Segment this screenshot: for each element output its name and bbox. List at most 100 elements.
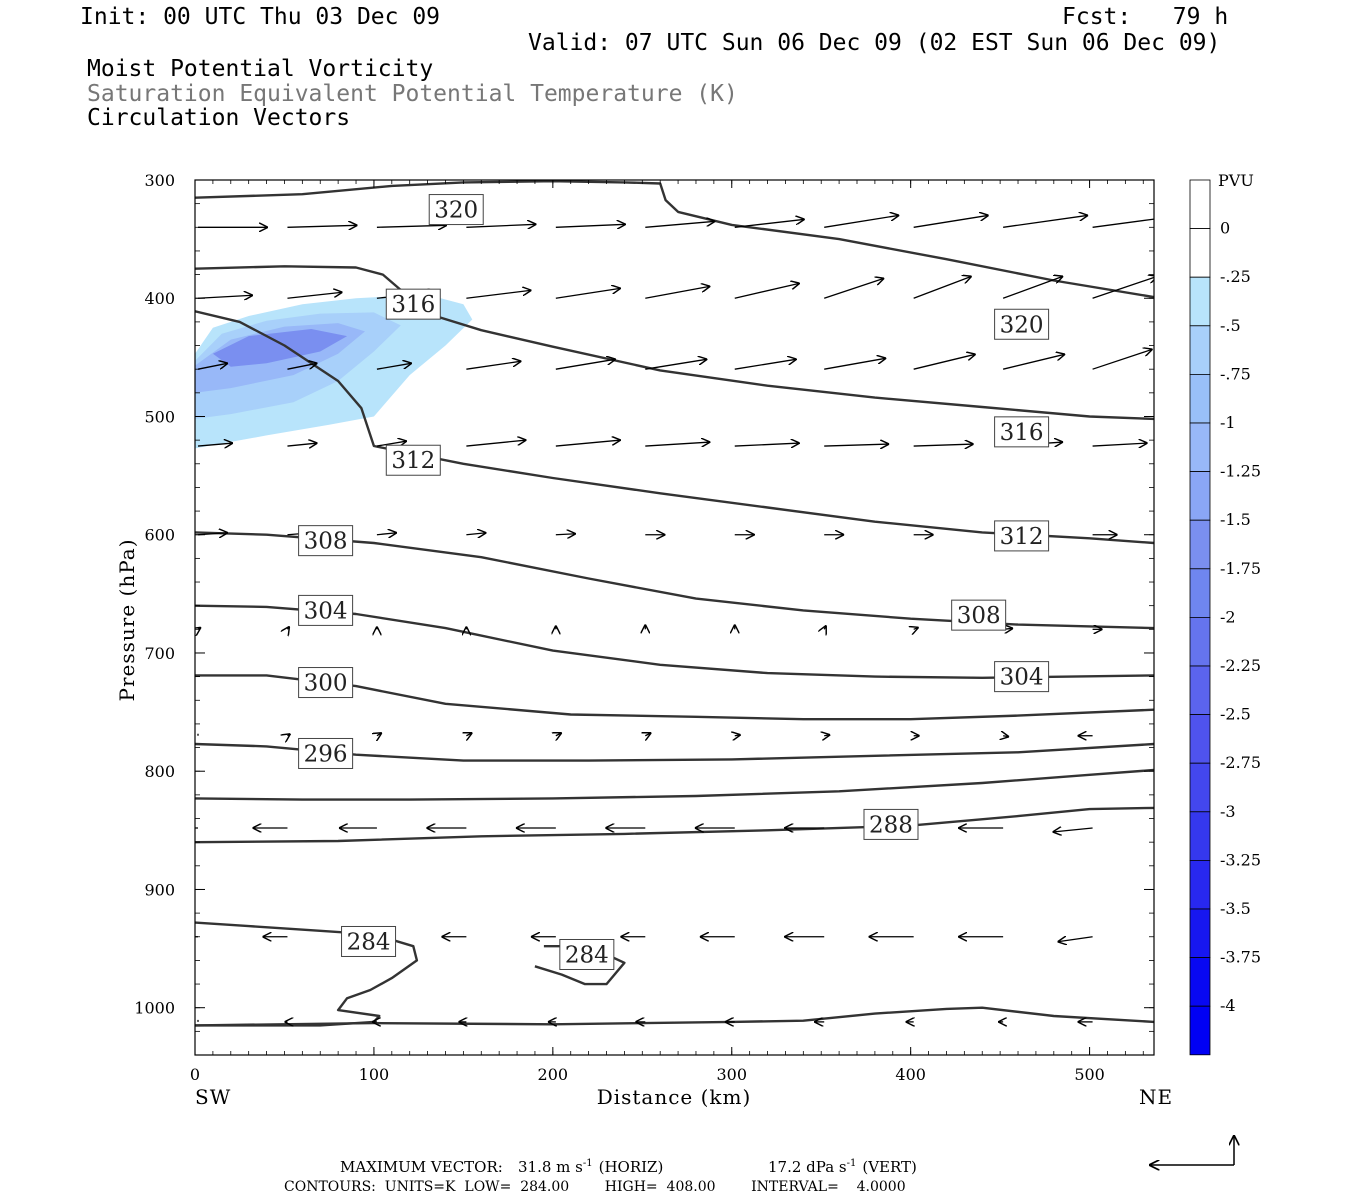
colorbar-label: -4 bbox=[1220, 996, 1236, 1015]
contour-info: CONTOURS: UNITS=K LOW= 284.00 HIGH= 408.… bbox=[284, 1179, 906, 1195]
contour-label-box bbox=[385, 288, 441, 320]
pv-shading bbox=[195, 294, 473, 449]
colorbar-label: -.75 bbox=[1220, 364, 1251, 383]
circulation-vector bbox=[466, 224, 536, 227]
contour-label: 304 bbox=[304, 598, 348, 624]
circulation-vector bbox=[645, 359, 707, 370]
colorbar-segment bbox=[1189, 860, 1211, 910]
plot-frame bbox=[194, 179, 1155, 1056]
field-title-theta-es: Saturation Equivalent Potential Temperat… bbox=[87, 81, 738, 107]
x-tick-label: 200 bbox=[538, 1065, 569, 1084]
y-tick-label: 500 bbox=[144, 407, 175, 426]
circulation-vector bbox=[913, 354, 976, 370]
circulation-vector bbox=[287, 626, 289, 629]
colorbar-segment bbox=[1189, 179, 1211, 229]
contour-label: 316 bbox=[1000, 420, 1044, 446]
colorbar-segment bbox=[1189, 714, 1211, 764]
circulation-vector bbox=[377, 733, 382, 736]
theta-es-contour bbox=[195, 265, 1154, 421]
circulation-vector bbox=[1002, 276, 1063, 299]
horiz-tag: (HORIZ) bbox=[599, 1158, 664, 1176]
y-tick-label: 400 bbox=[144, 289, 175, 308]
y-tick-label: 300 bbox=[144, 171, 175, 190]
colorbar-title: PVU bbox=[1218, 171, 1254, 190]
contour-label-box bbox=[994, 308, 1050, 340]
circulation-vector bbox=[1003, 736, 1009, 737]
contour-label-box bbox=[298, 525, 354, 557]
valid-time: Valid: 07 UTC Sun 06 Dec 09 (02 EST Sun … bbox=[528, 30, 1220, 56]
circulation-vector bbox=[376, 533, 397, 535]
contour-label: 284 bbox=[347, 929, 391, 955]
theta-es-contour bbox=[195, 180, 1154, 299]
x-tick-label: 400 bbox=[895, 1065, 926, 1084]
colorbar-label: -1 bbox=[1220, 413, 1236, 432]
circulation-vector bbox=[1002, 354, 1065, 370]
circulation-vector bbox=[466, 440, 526, 447]
circulation-vector bbox=[824, 625, 826, 629]
x-tick-label: 100 bbox=[359, 1065, 390, 1084]
colorbar-segment bbox=[1189, 908, 1211, 958]
colorbar-label: 0 bbox=[1220, 219, 1230, 238]
circulation-vector bbox=[1092, 276, 1154, 299]
colorbar-segment bbox=[1189, 276, 1211, 327]
circulation-vector bbox=[197, 295, 253, 298]
max-vector-horiz: 31.8 m s-1 (HORIZ) bbox=[518, 1158, 663, 1176]
y-axis-label: Pressure (hPa) bbox=[115, 539, 139, 702]
contour-label-box bbox=[994, 661, 1050, 693]
contour-label-box bbox=[298, 737, 354, 769]
colorbar-label: -3 bbox=[1220, 802, 1236, 821]
max-vector-label: MAXIMUM VECTOR: bbox=[340, 1158, 503, 1176]
colorbar-label: -.25 bbox=[1220, 267, 1251, 286]
x-tick-label: 500 bbox=[1074, 1065, 1105, 1084]
contour-label: 312 bbox=[391, 448, 435, 474]
colorbar-segment bbox=[1189, 811, 1211, 861]
contour-label-box bbox=[994, 520, 1050, 552]
circulation-vector bbox=[466, 533, 486, 535]
circulation-vector bbox=[376, 363, 412, 370]
contour-label: 312 bbox=[1000, 524, 1044, 550]
circulation-vector bbox=[466, 361, 521, 370]
colorbar-segment bbox=[1189, 519, 1211, 570]
contour-label: 320 bbox=[434, 198, 478, 224]
circulation-vector bbox=[914, 627, 919, 629]
circulation-vector bbox=[556, 733, 562, 736]
contour-label: 284 bbox=[565, 942, 609, 968]
contour-label: 316 bbox=[391, 292, 435, 318]
contour-label-box bbox=[863, 808, 919, 840]
colorbar-label: -3.25 bbox=[1220, 850, 1261, 869]
max-vector-vert: 17.2 dPa s-1 (VERT) bbox=[768, 1158, 917, 1176]
colorbar-segment bbox=[1189, 568, 1211, 618]
circulation-vector bbox=[824, 278, 884, 299]
contour-label: 304 bbox=[1000, 665, 1044, 691]
circulation-vector bbox=[824, 358, 886, 370]
colorbar-segment bbox=[1189, 422, 1211, 472]
circulation-vector bbox=[734, 219, 805, 228]
contour-label-box bbox=[428, 194, 484, 226]
contour-label: 308 bbox=[957, 603, 1001, 629]
circulation-vector bbox=[1003, 215, 1088, 228]
pv-region bbox=[212, 329, 348, 367]
vert-exponent: -1 bbox=[847, 1158, 857, 1169]
circulation-vector bbox=[1092, 443, 1148, 446]
circulation-vector bbox=[555, 288, 621, 299]
circulation-vector bbox=[734, 443, 800, 446]
circulation-vector bbox=[1058, 937, 1093, 942]
y-tick-label: 900 bbox=[144, 880, 175, 899]
contour-label-box bbox=[994, 416, 1050, 448]
colorbar-label: -2.75 bbox=[1220, 753, 1261, 772]
circulation-vector bbox=[197, 363, 228, 370]
colorbar-label: -1.5 bbox=[1220, 510, 1251, 529]
theta-es-contour bbox=[195, 768, 1154, 801]
circulation-vector bbox=[913, 215, 989, 228]
circulation-vector bbox=[466, 733, 472, 736]
contour-label: 296 bbox=[304, 741, 348, 767]
circulation-vector bbox=[197, 443, 233, 446]
circulation-vector bbox=[555, 359, 616, 370]
colorbar-label: -2.25 bbox=[1220, 656, 1261, 675]
circulation-vector bbox=[645, 733, 651, 736]
circulation-vector bbox=[645, 286, 710, 299]
y-tick-label: 600 bbox=[144, 526, 175, 545]
contour-label: 308 bbox=[304, 529, 348, 555]
colorbar-segment bbox=[1189, 1005, 1211, 1056]
